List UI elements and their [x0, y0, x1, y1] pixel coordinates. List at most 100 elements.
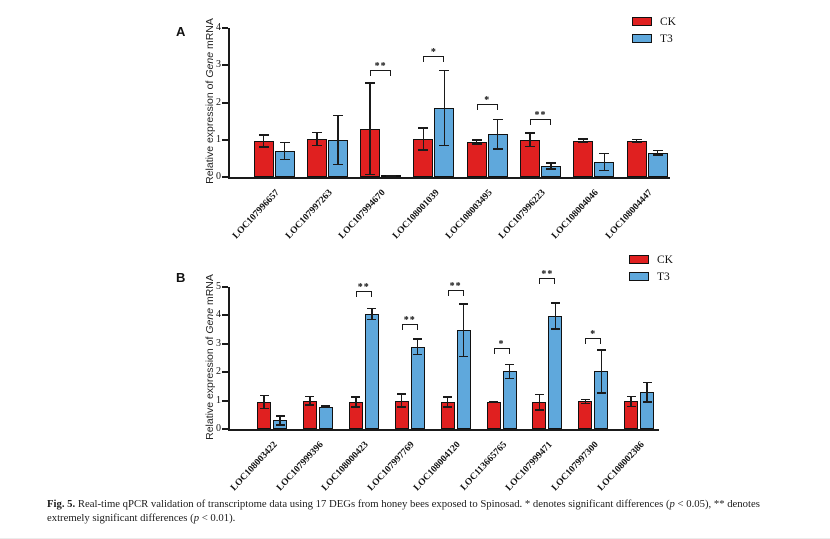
error-bar: [351, 396, 361, 408]
legend-label: CK: [660, 15, 676, 28]
error-bar-stem: [529, 132, 531, 148]
significance-bracket: [585, 337, 602, 344]
significance-bracket: [447, 289, 464, 296]
panel-a-letter: A: [176, 24, 186, 39]
error-bar: [321, 405, 331, 409]
y-axis-tick-label: 2: [216, 96, 221, 108]
x-axis-gene-label: LOC107994670: [221, 182, 388, 241]
error-bar: [550, 302, 560, 330]
error-bar-stem: [400, 393, 403, 408]
error-bar: [367, 307, 377, 321]
error-bar: [596, 349, 606, 394]
y-axis-tick: [222, 399, 228, 402]
error-bar-stem: [630, 395, 632, 408]
error-bar: [311, 131, 322, 147]
error-bar: [443, 396, 453, 408]
error-bar-stem: [390, 175, 392, 177]
error-bar-stem: [550, 162, 552, 170]
y-axis-tick: [222, 286, 228, 288]
legend-row: CK: [632, 13, 676, 30]
text-segment: p: [669, 498, 675, 510]
y-axis-tick-label: 2: [216, 366, 221, 378]
significance-label: **: [374, 61, 387, 73]
error-bar: [534, 393, 544, 411]
t3-legend-swatch: [632, 34, 652, 43]
y-axis-tick-label: 4: [216, 309, 221, 321]
y-axis-tick-label: 4: [216, 22, 221, 33]
error-bar-stem: [508, 363, 511, 380]
error-bar-stem: [283, 141, 286, 161]
y-axis-tick-label: 3: [216, 59, 221, 71]
ck-bar: [466, 142, 487, 177]
error-bar-stem: [262, 134, 265, 148]
error-bar: [413, 338, 423, 356]
significance-label: *: [590, 328, 597, 340]
ck-legend-swatch: [629, 255, 649, 264]
significance-label: *: [484, 94, 491, 106]
gene-id-text: LOC107996657: [230, 188, 282, 242]
ck-bar: [578, 401, 593, 429]
significance-bracket: [355, 290, 372, 297]
error-bar: [489, 400, 498, 404]
y-axis-tick-label: 0: [216, 423, 221, 434]
significance-label: **: [403, 314, 416, 326]
gene-id-text: LOC108004046: [550, 188, 602, 242]
error-bar-stem: [475, 139, 478, 145]
error-bar-stem: [584, 398, 587, 405]
text-segment: p: [193, 511, 200, 524]
t3-bar: [548, 315, 563, 429]
error-bar: [259, 394, 269, 410]
error-bar-stem: [325, 405, 327, 409]
y-axis-tick: [222, 101, 228, 104]
y-axis-tick-label: 1: [216, 394, 221, 406]
y-axis-tick-label: 3: [216, 337, 221, 349]
error-bar: [305, 395, 315, 406]
gene-id-text: LOC108003422: [228, 440, 280, 494]
gene-id-text: LOC108003495: [443, 188, 495, 242]
y-axis-tick: [222, 138, 228, 141]
error-bar-stem: [337, 114, 339, 166]
gene-id-text: LOC107996223: [497, 188, 548, 242]
error-bar-stem: [369, 82, 371, 176]
gene-id-text: LOC107997769: [366, 440, 418, 494]
error-bar-stem: [582, 138, 585, 144]
error-bar-stem: [443, 69, 446, 147]
error-bar-stem: [656, 149, 659, 156]
gene-id-text: LOC108004447: [603, 188, 655, 242]
error-bar: [626, 395, 636, 408]
significance-label: *: [498, 338, 505, 350]
error-bar: [365, 82, 376, 176]
panel-b-legend: CK T3: [629, 251, 673, 285]
t3-bar: [318, 406, 333, 429]
significance-bracket: [423, 55, 445, 62]
error-bar-stem: [263, 394, 265, 410]
t3-bar: [647, 152, 668, 177]
significance-bracket: [476, 103, 498, 110]
gene-id-text: LOC108000423: [320, 440, 372, 494]
x-axis-gene-label: LOC108004046: [434, 182, 602, 241]
error-bar: [418, 127, 429, 151]
error-bar: [397, 393, 407, 408]
panel-b-plot: 0 1 2 3 4 5 LOC108003422 LOC107999396 LOC1080004…: [216, 269, 659, 493]
x-axis-gene-label: LOC107996223: [381, 182, 548, 241]
y-axis-tick-label: 5: [216, 281, 221, 292]
t3-bar: [410, 346, 425, 429]
gene-id-text: LOC107997263: [284, 188, 335, 242]
x-axis-gene-label: LOC107997769: [250, 434, 417, 493]
gene-id-text: LOC107994670: [337, 188, 388, 242]
figure-caption: Fig. 5. Real-time qPCR validation of tra…: [47, 498, 804, 525]
error-bar: [580, 398, 590, 405]
error-bar-stem: [492, 400, 495, 404]
error-bar: [546, 162, 556, 170]
error-bar: [258, 134, 269, 148]
error-bar: [505, 363, 514, 380]
gene-id-text: LOC108004120: [412, 440, 463, 494]
x-axis-gene-label: LOC107999471: [387, 434, 555, 493]
significance-bracket: [539, 278, 556, 285]
error-bar-stem: [603, 152, 606, 172]
x-axis-gene-label: LOC108004447: [487, 182, 655, 241]
error-bar: [631, 138, 642, 144]
error-bar: [386, 175, 397, 177]
text-segment: < 0.05), ** denotes extremely significan…: [47, 498, 760, 524]
x-axis-gene-label: LOC108003495: [327, 182, 495, 241]
